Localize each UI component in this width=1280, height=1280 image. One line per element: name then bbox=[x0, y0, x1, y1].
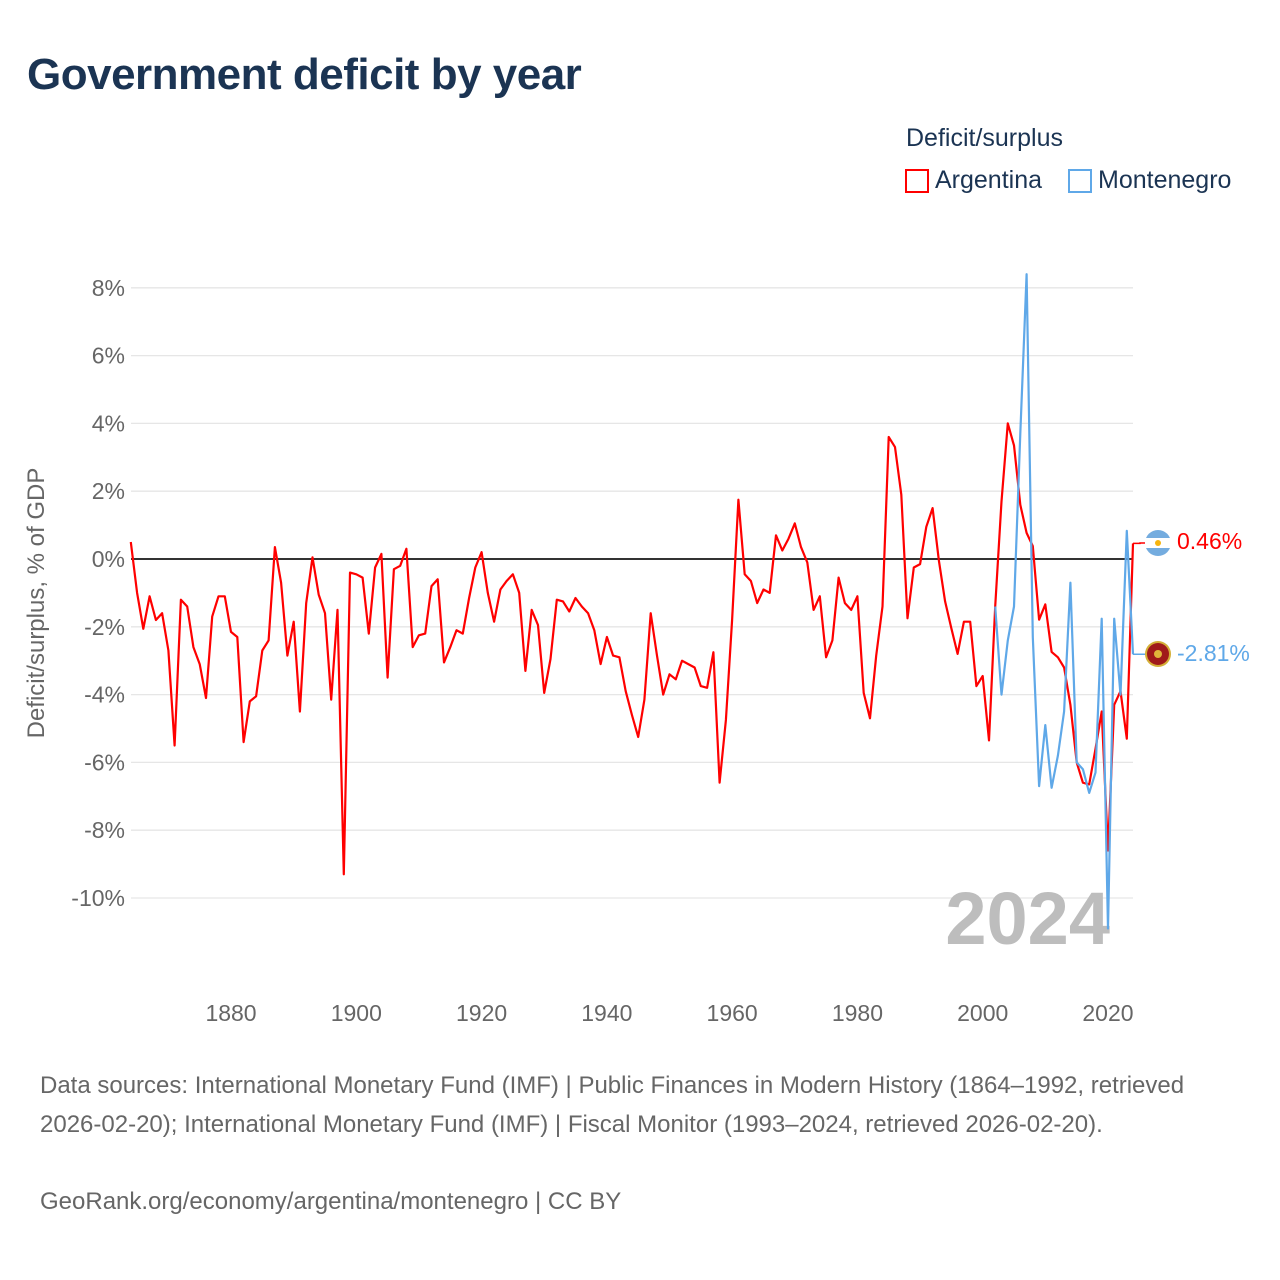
data-sources: Data sources: International Monetary Fun… bbox=[40, 1072, 1185, 1138]
legend-label-montenegro: Montenegro bbox=[1098, 166, 1232, 194]
montenegro-flag-icon bbox=[1145, 641, 1171, 667]
credit-link[interactable]: GeoRank.org/economy/argentina/montenegro… bbox=[40, 1188, 622, 1215]
x-tick-label: 1920 bbox=[456, 1000, 507, 1026]
y-axis-label: Deficit/surplus, % of GDP bbox=[23, 468, 50, 739]
argentina-flag-icon bbox=[1145, 530, 1171, 556]
y-tick-label: 0% bbox=[92, 546, 125, 572]
flag-sun bbox=[1155, 540, 1161, 546]
legend-label-argentina: Argentina bbox=[935, 166, 1043, 194]
x-tick-label: 1960 bbox=[707, 1000, 758, 1026]
x-tick-label: 1880 bbox=[205, 1000, 256, 1026]
series-line-montenegro bbox=[994, 273, 1135, 930]
watermark-year: 2024 bbox=[945, 877, 1110, 960]
end-label-montenegro: -2.81% bbox=[1177, 640, 1250, 666]
y-tick-label: -6% bbox=[84, 749, 125, 775]
x-tick-label: 2020 bbox=[1082, 1000, 1133, 1026]
y-tick-label: 4% bbox=[92, 410, 125, 436]
legend-title: Deficit/surplus bbox=[906, 124, 1063, 152]
x-tick-label: 2000 bbox=[957, 1000, 1008, 1026]
line-chart: 8% 6% 4% 2% 0% -2% -4% -6% -8% -10% 1880 1900 1920 19… bbox=[23, 273, 1250, 1026]
y-tick-label: 2% bbox=[92, 478, 125, 504]
x-tick-label: 1900 bbox=[331, 1000, 382, 1026]
legend-item-montenegro[interactable]: Montenegro bbox=[1068, 166, 1231, 195]
series-line-argentina bbox=[129, 422, 1135, 876]
y-tick-label: -2% bbox=[84, 614, 125, 640]
legend-item-argentina[interactable]: Argentina bbox=[905, 166, 1042, 195]
x-tick-label: 1940 bbox=[581, 1000, 632, 1026]
flag-emblem bbox=[1154, 650, 1162, 658]
end-label-argentina: 0.46% bbox=[1177, 528, 1242, 554]
y-tick-label: -10% bbox=[71, 885, 125, 911]
chart-title: Government deficit by year bbox=[27, 50, 582, 99]
y-tick-label: 6% bbox=[92, 343, 125, 369]
legend-swatch-montenegro bbox=[1068, 168, 1092, 193]
x-tick-label: 1980 bbox=[832, 1000, 883, 1026]
y-tick-label: -8% bbox=[84, 817, 125, 843]
legend-swatch-argentina bbox=[905, 168, 929, 193]
y-tick-label: 8% bbox=[92, 275, 125, 301]
y-tick-label: -4% bbox=[84, 682, 125, 708]
